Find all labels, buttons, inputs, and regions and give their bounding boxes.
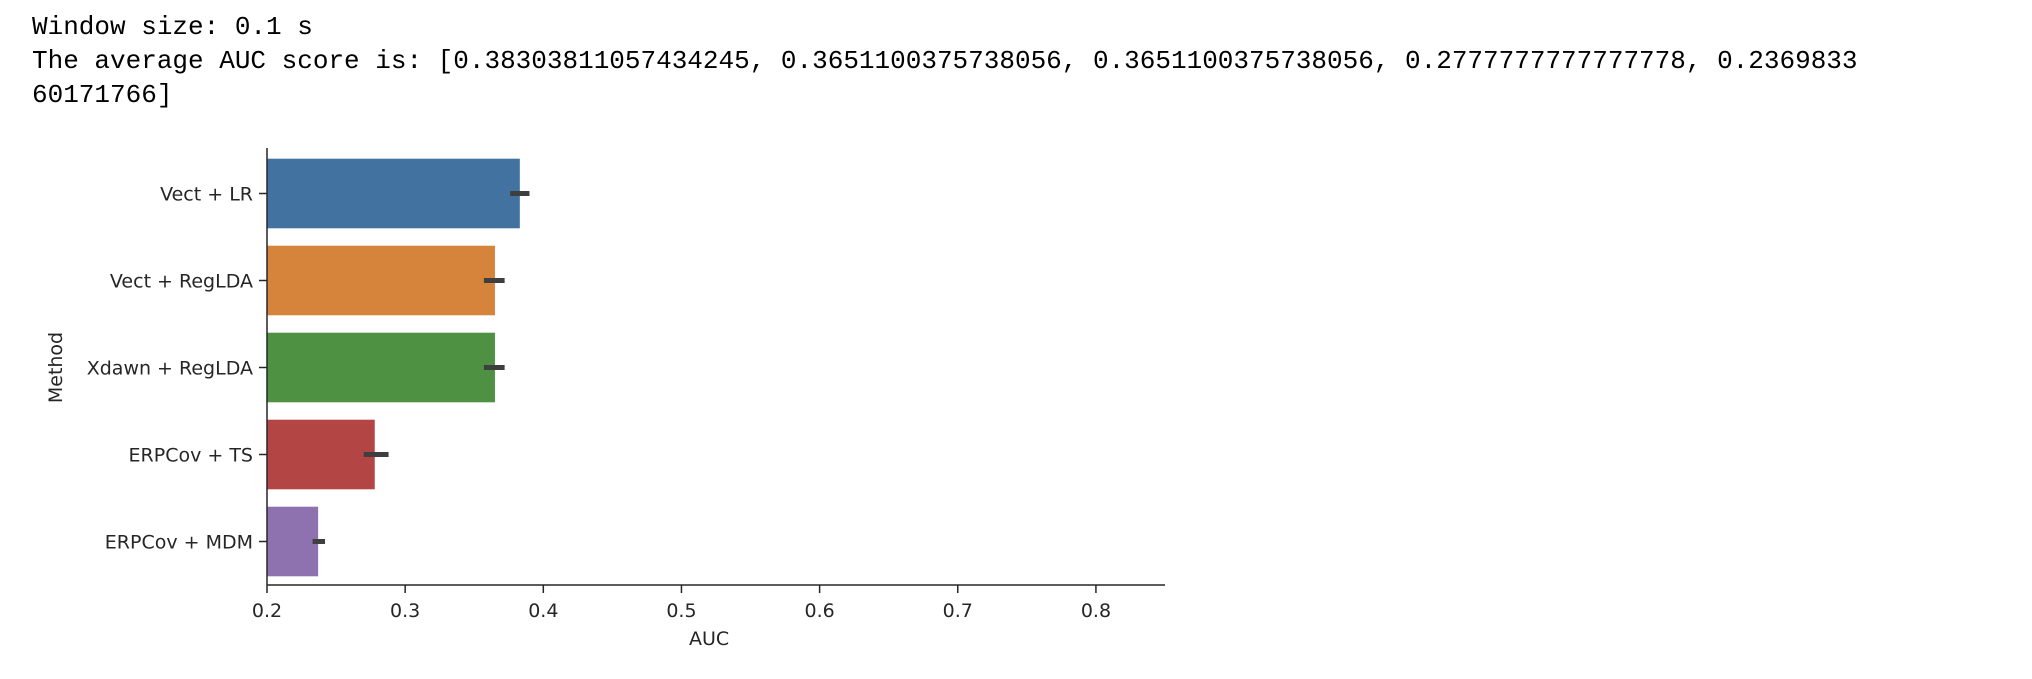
x-axis-label: AUC [689, 628, 729, 650]
bar-1 [267, 245, 495, 316]
y-tick-label-0: Vect + LR [160, 184, 253, 206]
y-tick-label-3: ERPCov + TS [129, 445, 253, 467]
error-bars-layer [312, 191, 530, 544]
x-tick-label-2: 0.4 [528, 600, 558, 622]
auc-score-line-wrap: 60171766] [32, 80, 173, 110]
bar-0 [267, 158, 520, 229]
x-tick-label-1: 0.3 [390, 600, 420, 622]
bar-2 [267, 332, 495, 403]
x-tick-label-4: 0.6 [805, 600, 835, 622]
x-tick-label-6: 0.8 [1081, 600, 1111, 622]
window-size-line: Window size: 0.1 s [32, 12, 313, 42]
y-axis-label: Method [45, 332, 67, 403]
cell-output: Window size: 0.1 s The average AUC score … [32, 10, 1858, 112]
x-tick-label-0: 0.2 [252, 600, 282, 622]
x-tick-label-5: 0.7 [943, 600, 973, 622]
bar-3 [267, 419, 375, 490]
x-tick-label-3: 0.5 [666, 600, 696, 622]
y-tick-label-2: Xdawn + RegLDA [87, 358, 253, 380]
y-tick-label-4: ERPCov + MDM [105, 532, 253, 554]
auc-score-line: The average AUC score is: [0.38303811057… [32, 46, 1858, 76]
y-tick-label-1: Vect + RegLDA [110, 271, 253, 293]
ticks-layer: Vect + LR Vect + RegLDA Xdawn + RegLDA ERPC… [87, 184, 1111, 623]
axes-layer [266, 148, 1165, 586]
bars-layer [267, 158, 520, 577]
bar-4 [267, 506, 319, 577]
